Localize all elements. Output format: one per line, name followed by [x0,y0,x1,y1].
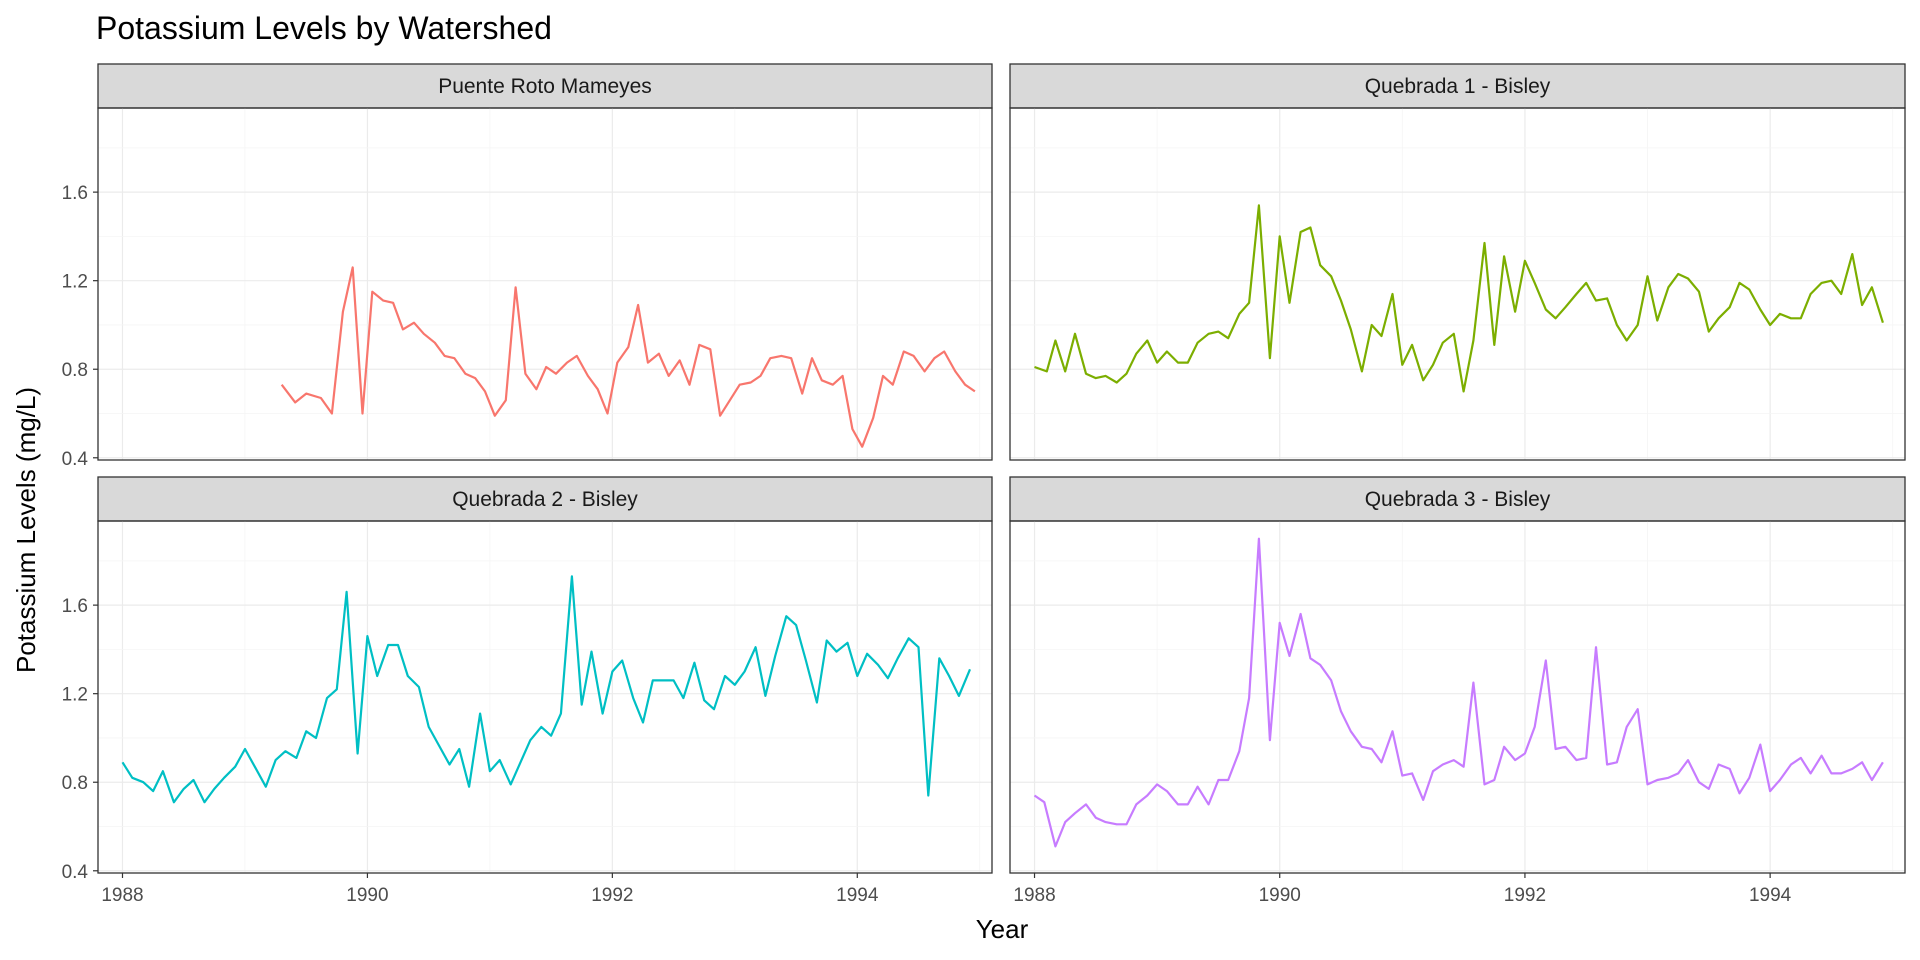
series-line [1034,204,1884,393]
x-tick-label: 1990 [1259,885,1301,906]
x-tick-label: 1988 [101,885,143,906]
y-tick-label: 0.8 [62,773,88,794]
panel-border [1009,107,1906,461]
panel-strip-label: Puente Roto Mameyes [438,75,652,98]
panel-strip [97,63,993,109]
panel-3: Quebrada 2 - Bisley 0.4 0.8 1.2 1.6 1988 1990 1… [62,476,993,906]
panel-strip [97,476,993,522]
y-tick-label: 1.6 [62,183,88,204]
x-axis-title: Year [976,914,1029,944]
panel-border [97,520,993,874]
panel-strip-label: Quebrada 1 - Bisley [1365,75,1551,98]
x-tick-label: 1992 [1504,885,1546,906]
x-tick-label: 1994 [1749,885,1792,906]
x-tick-label: 1992 [591,885,633,906]
panel-strip [1009,476,1906,522]
x-tick-label: 1988 [1013,885,1055,906]
series-line [121,575,972,804]
series-line [280,266,976,448]
panel-4: Quebrada 3 - Bisley 1988 1990 1992 1994 [1009,476,1906,906]
y-tick-label: 0.4 [62,862,89,883]
panel-strip-label: Quebrada 3 - Bisley [1365,488,1551,511]
panel-border [1009,520,1906,874]
y-tick-label: 0.4 [62,449,89,470]
y-tick-label: 1.2 [62,685,88,706]
chart-title: Potassium Levels by Watershed [96,10,552,46]
panel-strip-label: Quebrada 2 - Bisley [452,488,638,511]
panels-layer: Puente Roto Mameyes0.40.81.21.6Quebrada … [62,63,1906,906]
panel-1: Puente Roto Mameyes 0.4 0.8 1.2 1.6 [62,63,993,470]
y-tick-label: 1.6 [62,596,88,617]
y-axis-title: Potassium Levels (mg/L) [11,387,41,673]
x-tick-label: 1990 [346,885,388,906]
panel-2: Quebrada 1 - Bisley [1009,63,1906,461]
panel-border [97,107,993,461]
y-tick-label: 1.2 [62,272,88,293]
y-tick-label: 0.8 [62,360,88,381]
panel-strip [1009,63,1906,109]
x-tick-label: 1994 [836,885,879,906]
series-line [1033,537,1884,848]
